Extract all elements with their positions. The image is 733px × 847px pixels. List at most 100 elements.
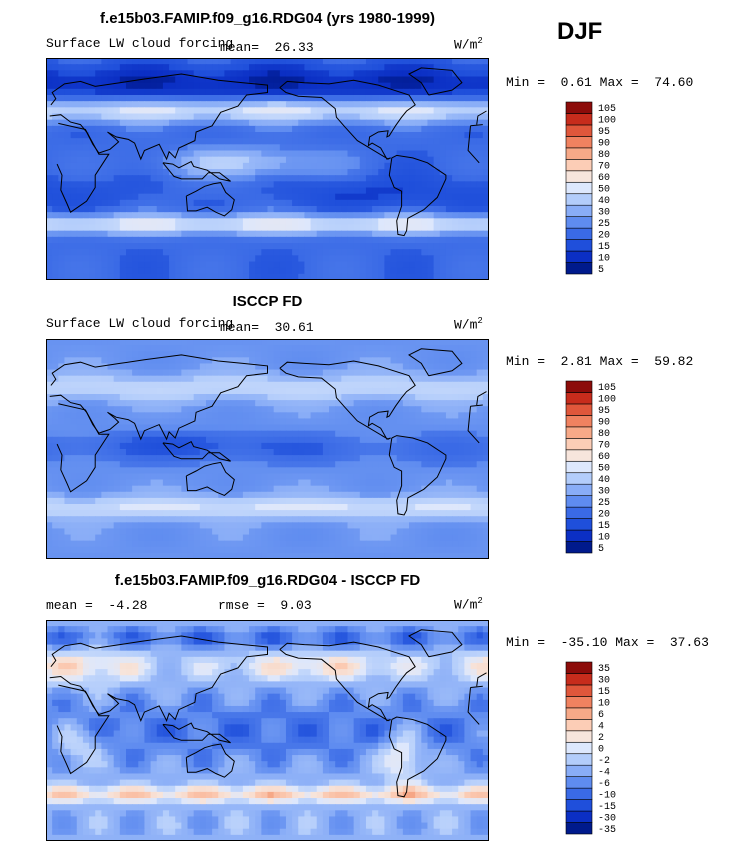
map-cell	[261, 485, 269, 493]
map-cell	[452, 436, 459, 444]
map-cell	[144, 70, 152, 78]
map-cell	[82, 491, 90, 499]
map-cell	[212, 516, 219, 523]
map-cell	[421, 345, 429, 352]
map-cell	[101, 497, 109, 505]
map-cell	[193, 369, 201, 377]
map-cell	[242, 224, 250, 232]
map-cell	[242, 345, 250, 352]
map-cell	[341, 119, 349, 127]
map-cell	[138, 400, 146, 407]
map-cell	[242, 113, 250, 121]
map-cell	[372, 357, 379, 365]
map-cell	[378, 418, 385, 426]
map-cell	[156, 249, 164, 256]
map-cell	[335, 218, 342, 226]
map-cell	[470, 528, 478, 536]
map-cell	[156, 424, 164, 432]
map-cell	[421, 82, 429, 90]
map-cell	[285, 224, 293, 232]
map-cell	[470, 479, 478, 487]
map-cell	[156, 156, 164, 164]
map-cell	[365, 516, 373, 523]
map-cell	[322, 132, 330, 139]
map-cell	[52, 412, 59, 420]
map-cell	[372, 249, 379, 256]
map-cell	[452, 125, 459, 133]
map-cell	[218, 64, 226, 71]
map-cell	[181, 261, 189, 269]
map-cell	[58, 193, 66, 201]
map-cell	[285, 95, 293, 102]
map-cell	[396, 516, 404, 523]
map-cell	[304, 473, 312, 481]
map-cell	[359, 375, 367, 383]
map-cell	[439, 169, 447, 176]
map-cell	[193, 485, 201, 493]
map-cell	[52, 455, 59, 462]
map-cell	[476, 249, 484, 256]
map-cell	[347, 144, 355, 152]
map-cell	[95, 113, 102, 121]
map-cell	[470, 243, 478, 250]
map-cell	[46, 485, 53, 493]
map-cell	[439, 273, 447, 280]
map-cell	[329, 243, 336, 250]
map-cell	[452, 218, 459, 226]
map-cell	[76, 485, 84, 493]
map-cell	[396, 82, 404, 90]
map-cell	[322, 236, 330, 244]
map-cell	[396, 436, 404, 444]
map-cell	[292, 224, 299, 232]
map-cell	[322, 375, 330, 383]
map-cell	[421, 387, 429, 395]
map-cell	[205, 175, 213, 182]
map-cell	[433, 95, 441, 102]
map-cell	[58, 369, 66, 377]
map-cell	[156, 175, 164, 182]
map-cell	[384, 218, 392, 226]
map-cell	[359, 504, 367, 511]
map-cell	[335, 461, 342, 468]
colorbar-tick-label: 80	[598, 150, 610, 161]
map-cell	[156, 64, 164, 71]
map-cell	[76, 150, 84, 158]
map-cell	[396, 64, 404, 71]
map-cell	[365, 206, 373, 213]
map-cell	[169, 400, 176, 407]
map-cell	[242, 363, 250, 371]
map-cell	[187, 267, 195, 275]
map-cell	[402, 181, 410, 189]
map-cell	[113, 345, 121, 352]
map-cell	[365, 406, 373, 413]
map-cell	[476, 187, 484, 195]
map-cell	[482, 255, 489, 263]
map-cell	[175, 510, 182, 517]
map-cell	[402, 528, 410, 536]
map-cell	[95, 236, 102, 244]
map-cell	[46, 132, 53, 139]
map-cell	[267, 381, 275, 389]
map-cell	[89, 473, 96, 481]
map-cell	[162, 436, 170, 444]
map-cell	[433, 187, 441, 195]
map-cell	[267, 236, 275, 244]
map-cell	[292, 162, 299, 170]
map-cell	[458, 381, 465, 389]
map-cell	[470, 375, 478, 383]
map-cell	[218, 394, 226, 401]
map-cell	[273, 369, 281, 377]
map-cell	[125, 175, 133, 182]
map-cell	[212, 534, 219, 542]
map-cell	[236, 504, 244, 511]
map-cell	[218, 138, 226, 145]
map-cell	[212, 82, 219, 90]
map-cell	[113, 76, 121, 84]
map-cell	[113, 516, 121, 523]
map-cell	[316, 522, 324, 530]
map-cell	[458, 400, 465, 407]
map-cell	[125, 497, 133, 505]
map-cell	[421, 504, 429, 511]
map-cell	[107, 88, 115, 96]
map-cell	[46, 387, 53, 395]
